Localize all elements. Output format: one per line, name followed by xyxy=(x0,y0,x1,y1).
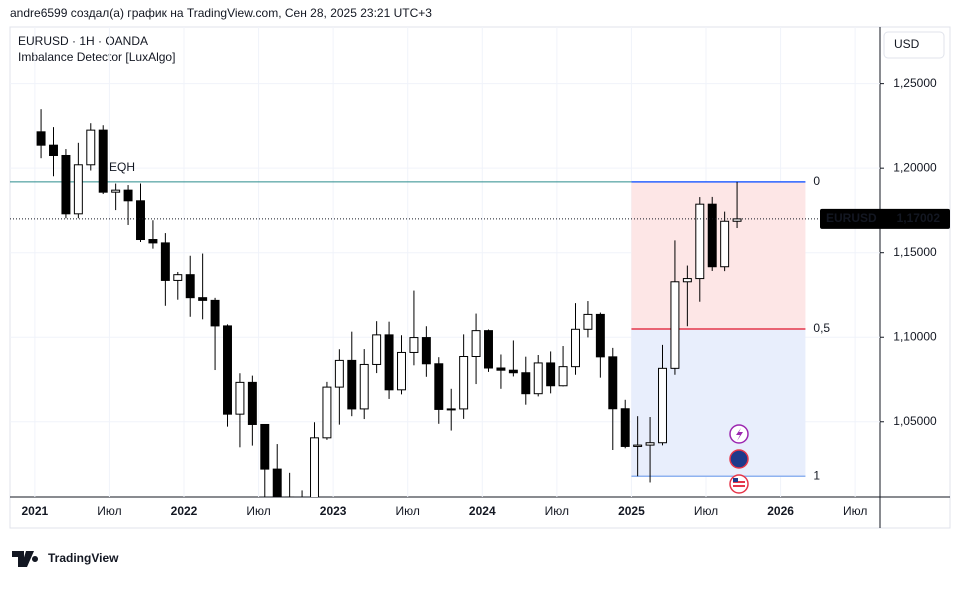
y-tick-label: 1,10000 xyxy=(893,329,937,343)
candle-body xyxy=(595,313,605,358)
candle-body xyxy=(558,366,568,387)
candle-body xyxy=(496,367,506,371)
candle-body xyxy=(732,218,742,222)
candle-body xyxy=(98,129,108,193)
y-tick-label: 1,20000 xyxy=(893,160,937,174)
x-tick-label: 2026 xyxy=(767,504,794,518)
candle-body xyxy=(720,220,730,268)
frame xyxy=(9,26,951,529)
price-symbol: EURUSD xyxy=(826,211,877,225)
candle-body xyxy=(334,359,344,388)
candle-body xyxy=(409,337,419,353)
candle-body xyxy=(347,359,357,410)
candle-body xyxy=(434,363,444,410)
x-tick-label: 2021 xyxy=(22,504,49,518)
candle-body xyxy=(223,325,232,415)
candle-body xyxy=(210,299,220,327)
candle-body xyxy=(322,386,332,439)
candle-body xyxy=(384,334,394,391)
candle-body xyxy=(86,129,96,166)
x-tick-label: Июл xyxy=(843,504,867,518)
indicator-name: Imbalance Detector [LuxAlgo] xyxy=(18,50,175,64)
price-value: 1,17002 xyxy=(897,211,941,225)
candle-body xyxy=(533,362,543,395)
x-tick-label: 2024 xyxy=(469,504,496,518)
candle-body xyxy=(148,239,158,244)
candle-body xyxy=(546,362,556,387)
candle-body xyxy=(421,337,431,365)
candle-body xyxy=(508,369,518,374)
candle-body xyxy=(521,372,531,395)
candle-body xyxy=(397,351,406,391)
candle-body xyxy=(123,189,133,202)
candle-body xyxy=(272,468,282,497)
candle-body xyxy=(235,381,245,415)
candle-body xyxy=(695,203,705,280)
candle-body xyxy=(49,144,58,156)
y-tick-label: 1,25000 xyxy=(893,76,937,90)
candle-body xyxy=(670,281,680,369)
candle-body xyxy=(583,313,593,330)
candle-body xyxy=(310,437,319,497)
candle-body xyxy=(260,423,270,470)
currency[interactable]: USD xyxy=(894,37,920,51)
candle-body xyxy=(571,328,580,368)
candle-body xyxy=(73,164,83,215)
candle-body xyxy=(633,444,643,447)
candle-body xyxy=(173,274,183,281)
candle-body xyxy=(247,381,257,425)
candle-body xyxy=(608,356,618,410)
candle-body xyxy=(372,334,382,365)
candle-body xyxy=(658,367,667,444)
x-tick-label: 2025 xyxy=(618,504,645,518)
x-tick-label: Июл xyxy=(694,504,718,518)
eqh-label: EQH xyxy=(109,160,135,174)
candle-body xyxy=(198,297,208,301)
zone-upper xyxy=(631,181,806,330)
candle-body xyxy=(707,203,717,268)
candle-body xyxy=(645,442,655,446)
zone-lower xyxy=(631,329,806,477)
candle-body xyxy=(185,274,195,299)
y-tick-label: 1,05000 xyxy=(893,414,937,428)
candle-body xyxy=(484,330,493,369)
zone-level-label: 0,5 xyxy=(813,321,830,335)
event-icons[interactable] xyxy=(729,424,749,494)
y-tick-label: 1,15000 xyxy=(893,245,937,259)
zone-level-label: 0 xyxy=(813,174,820,188)
author-line: andre6599 создал(а) график на TradingVie… xyxy=(10,6,432,20)
candle-body xyxy=(111,189,121,193)
x-tick-label: Июл xyxy=(97,504,121,518)
x-tick-label: 2023 xyxy=(320,504,347,518)
logo[interactable]: TradingView xyxy=(12,551,119,567)
candle-body xyxy=(61,154,71,215)
x-tick-label: 2022 xyxy=(171,504,198,518)
candle-body xyxy=(459,356,469,410)
candle-body xyxy=(136,200,145,241)
candle-body xyxy=(446,408,456,411)
candle-body xyxy=(359,363,369,410)
price-label-bg xyxy=(820,208,950,229)
candle-body xyxy=(620,408,630,447)
candle-body xyxy=(36,131,46,146)
zone-level-label: 1 xyxy=(813,468,820,482)
candle-body xyxy=(682,278,692,283)
x-tick-label: Июл xyxy=(545,504,569,518)
logo-text[interactable]: TradingView xyxy=(48,551,119,565)
currency-box[interactable] xyxy=(883,31,945,59)
x-tick-label: Июл xyxy=(246,504,270,518)
candle-body xyxy=(471,330,481,358)
candle-body xyxy=(160,242,170,281)
x-tick-label: Июл xyxy=(396,504,420,518)
symbol-line: EURUSD · 1H · OANDA xyxy=(18,34,148,48)
